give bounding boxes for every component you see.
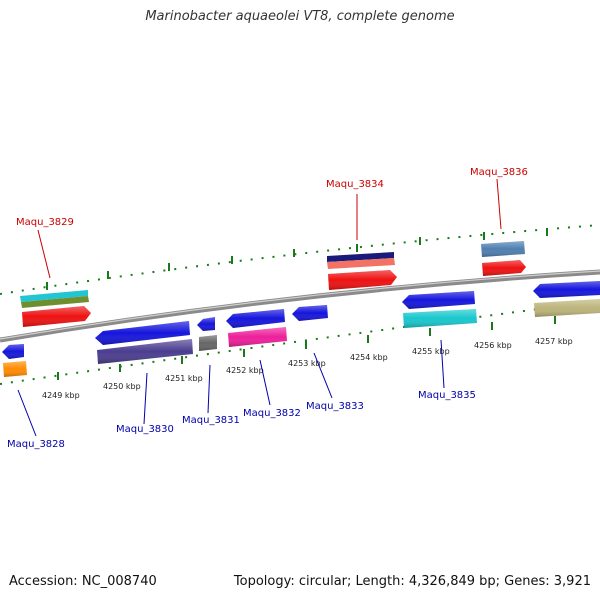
- gene-label-maqu-3834[interactable]: Maqu_3834: [326, 179, 384, 190]
- ruler-label-4249: 4249 kbp: [42, 391, 80, 400]
- ruler-label-4251: 4251 kbp: [165, 374, 203, 383]
- reverse-major-ticks: [57, 316, 556, 380]
- forward-strand-guide: [0, 224, 600, 295]
- gene-maqu-3832-group[interactable]: [226, 309, 287, 347]
- backbone-highlight: [0, 270, 600, 340]
- gene-label-maqu-3832[interactable]: Maqu_3832: [243, 408, 301, 419]
- topology-text: Topology: circular; Length: 4,326,849 bp…: [233, 574, 591, 589]
- accession-text: Accession: NC_008740: [9, 574, 157, 589]
- gene-maqu-3829-group[interactable]: [20, 290, 91, 327]
- ruler-label-4253: 4253 kbp: [288, 359, 326, 368]
- gene-maqu-3836-group[interactable]: [481, 241, 526, 276]
- gene-label-maqu-3828[interactable]: Maqu_3828: [7, 439, 65, 450]
- gene-maqu-3828-group[interactable]: [2, 344, 27, 377]
- diagram-title: Marinobacter aquaeolei VT8, complete gen…: [145, 9, 455, 24]
- ruler-label-4252: 4252 kbp: [226, 366, 264, 375]
- gene-label-maqu-3835[interactable]: Maqu_3835: [418, 390, 476, 401]
- ruler-label-4255: 4255 kbp: [412, 347, 450, 356]
- gene-maqu-3833-group[interactable]: [292, 305, 328, 321]
- genome-backbone: [0, 269, 600, 343]
- forward-major-ticks: [46, 228, 548, 290]
- gene-maqu-3835-group[interactable]: [402, 291, 477, 328]
- callout-lines: [17, 178, 502, 437]
- ruler-label-4256: 4256 kbp: [474, 341, 512, 350]
- gene-maqu-3834-group[interactable]: [327, 252, 397, 290]
- ruler-label-4254: 4254 kbp: [350, 353, 388, 362]
- gene-label-maqu-3829[interactable]: Maqu_3829: [16, 217, 74, 228]
- gene-maqu-3831-group[interactable]: [197, 317, 217, 351]
- gene-maqu-3830-group[interactable]: [95, 321, 193, 364]
- gene-right-edge-group[interactable]: [533, 281, 600, 317]
- gene-label-maqu-3833[interactable]: Maqu_3833: [306, 401, 364, 412]
- gene-label-maqu-3836[interactable]: Maqu_3836: [470, 167, 528, 178]
- ruler-label-4257: 4257 kbp: [535, 337, 573, 346]
- ruler-label-4250: 4250 kbp: [103, 382, 141, 391]
- gene-label-maqu-3830[interactable]: Maqu_3830: [116, 424, 174, 435]
- gene-label-maqu-3831[interactable]: Maqu_3831: [182, 415, 240, 426]
